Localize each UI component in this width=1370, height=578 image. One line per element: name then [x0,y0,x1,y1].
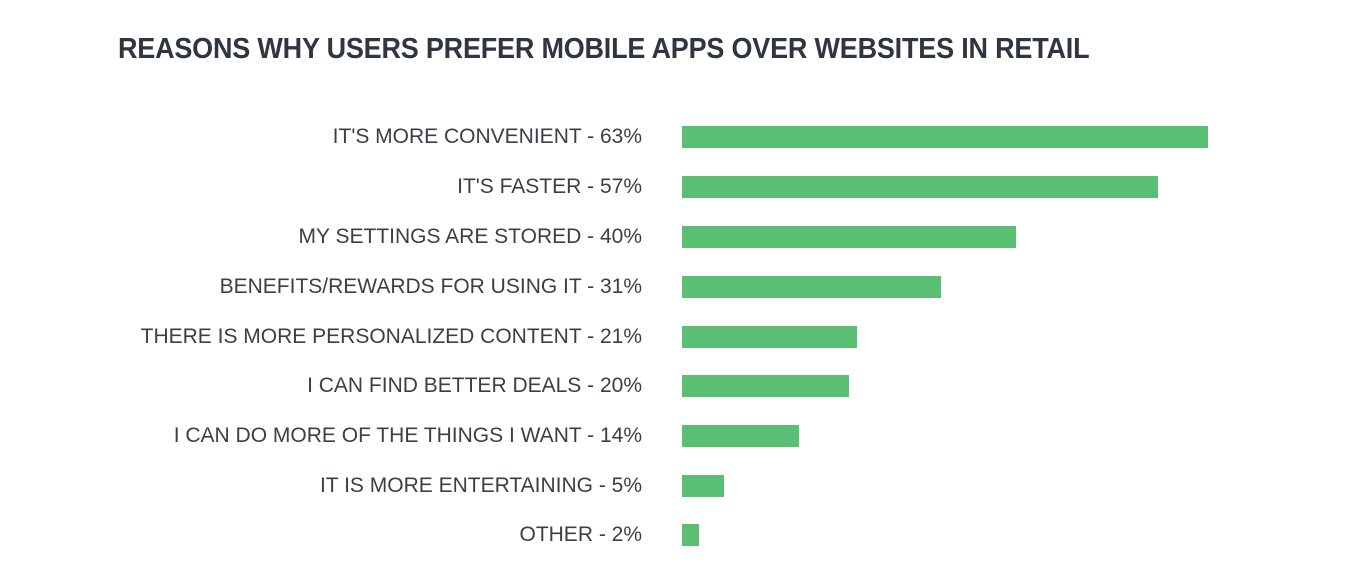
bar [682,375,849,397]
bar-label: I CAN FIND BETTER DEALS - 20% [307,374,642,397]
bar-row: I CAN FIND BETTER DEALS - 20% [0,374,1370,397]
bar [682,475,724,497]
bar [682,524,699,546]
bar-label: IT'S FASTER - 57% [457,175,642,198]
bar [682,425,799,447]
bar-row: IT'S FASTER - 57% [0,175,1370,198]
bar-label: IT IS MORE ENTERTAINING - 5% [319,474,642,497]
bar-row: MY SETTINGS ARE STORED - 40% [0,225,1370,248]
bar-label: OTHER - 2% [519,523,642,546]
bar-row: THERE IS MORE PERSONALIZED CONTENT - 21% [0,325,1370,348]
bar-label: I CAN DO MORE OF THE THINGS I WANT - 14% [173,424,642,447]
bar-label: IT'S MORE CONVENIENT - 63% [332,125,642,148]
bar-row: OTHER - 2% [0,523,1370,546]
bar-label: MY SETTINGS ARE STORED - 40% [298,225,642,248]
bar [682,226,1016,248]
bar-row: BENEFITS/REWARDS FOR USING IT - 31% [0,275,1370,298]
bar-row: IT'S MORE CONVENIENT - 63% [0,125,1370,148]
bar-row: I CAN DO MORE OF THE THINGS I WANT - 14% [0,424,1370,447]
bar-row: IT IS MORE ENTERTAINING - 5% [0,474,1370,497]
bar-label: THERE IS MORE PERSONALIZED CONTENT - 21% [140,325,642,348]
bar [682,276,941,298]
bar-label: BENEFITS/REWARDS FOR USING IT - 31% [219,275,642,298]
bar [682,176,1158,198]
bar [682,326,857,348]
bar [682,126,1208,148]
chart-title: REASONS WHY USERS PREFER MOBILE APPS OVE… [118,33,1090,65]
